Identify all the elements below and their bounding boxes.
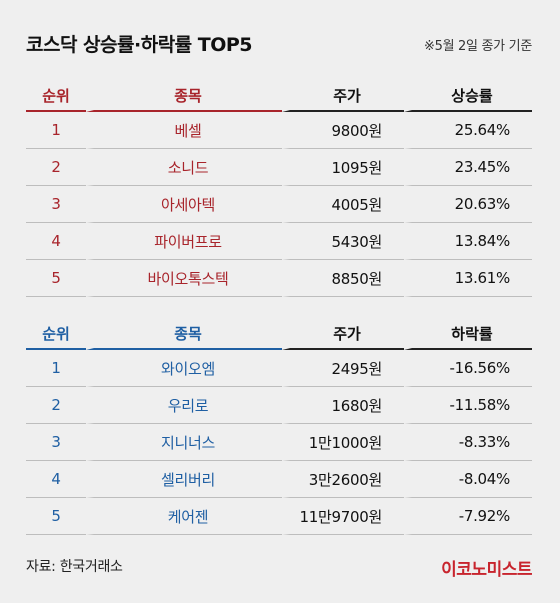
rate-cell: 13.84% <box>404 223 532 260</box>
table-row: 4 셀리버리 3만2600원 -8.04% <box>26 461 532 498</box>
losers-table: 순위 종목 주가 하락률 1 와이오엠 2495원 -16.56% 2 우리로 … <box>26 318 532 535</box>
stock-name-cell: 셀리버리 <box>86 461 282 498</box>
column-header-price: 주가 <box>282 80 404 112</box>
rate-cell: 23.45% <box>404 149 532 186</box>
table-row: 5 바이오톡스텍 8850원 13.61% <box>26 260 532 297</box>
stock-name-cell: 와이오엠 <box>86 350 282 387</box>
column-header-name: 종목 <box>86 80 282 112</box>
brand-logo: 이코노미스트 <box>441 560 532 580</box>
date-note: ※5월 2일 종가 기준 <box>424 39 532 54</box>
column-header-rate: 상승률 <box>404 80 532 112</box>
rank-cell: 2 <box>26 149 86 186</box>
losers-header-row: 순위 종목 주가 하락률 <box>26 318 532 350</box>
gainers-table: 순위 종목 주가 상승률 1 베셀 9800원 25.64% 2 소니드 109… <box>26 80 532 297</box>
price-cell: 3만2600원 <box>282 461 404 498</box>
rank-cell: 1 <box>26 350 86 387</box>
stock-name-cell: 파이버프로 <box>86 223 282 260</box>
stock-name-cell: 베셀 <box>86 112 282 149</box>
table-row: 4 파이버프로 5430원 13.84% <box>26 223 532 260</box>
rate-cell: -16.56% <box>404 350 532 387</box>
price-cell: 9800원 <box>282 112 404 149</box>
rate-cell: 13.61% <box>404 260 532 297</box>
gainers-header-row: 순위 종목 주가 상승률 <box>26 80 532 112</box>
column-header-rate: 하락률 <box>404 318 532 350</box>
rank-cell: 4 <box>26 461 86 498</box>
rank-cell: 5 <box>26 260 86 297</box>
price-cell: 4005원 <box>282 186 404 223</box>
column-header-rank: 순위 <box>26 318 86 350</box>
price-cell: 2495원 <box>282 350 404 387</box>
price-cell: 5430원 <box>282 223 404 260</box>
price-cell: 11만9700원 <box>282 498 404 535</box>
source-note: 자료: 한국거래소 <box>26 559 123 575</box>
rate-cell: -8.33% <box>404 424 532 461</box>
column-header-rank: 순위 <box>26 80 86 112</box>
page-title: 코스닥 상승률·하락률 TOP5 <box>26 34 253 56</box>
table-row: 2 우리로 1680원 -11.58% <box>26 387 532 424</box>
rate-cell: -7.92% <box>404 498 532 535</box>
table-row: 1 와이오엠 2495원 -16.56% <box>26 350 532 387</box>
table-row: 5 케어젠 11만9700원 -7.92% <box>26 498 532 535</box>
rank-cell: 2 <box>26 387 86 424</box>
rate-cell: 25.64% <box>404 112 532 149</box>
stock-name-cell: 아세아텍 <box>86 186 282 223</box>
rate-cell: -11.58% <box>404 387 532 424</box>
rank-cell: 5 <box>26 498 86 535</box>
rank-cell: 4 <box>26 223 86 260</box>
rank-cell: 3 <box>26 186 86 223</box>
rate-cell: -8.04% <box>404 461 532 498</box>
stock-name-cell: 소니드 <box>86 149 282 186</box>
stock-name-cell: 우리로 <box>86 387 282 424</box>
column-header-price: 주가 <box>282 318 404 350</box>
rank-cell: 1 <box>26 112 86 149</box>
rank-cell: 3 <box>26 424 86 461</box>
stock-name-cell: 케어젠 <box>86 498 282 535</box>
table-row: 2 소니드 1095원 23.45% <box>26 149 532 186</box>
column-header-name: 종목 <box>86 318 282 350</box>
price-cell: 1095원 <box>282 149 404 186</box>
price-cell: 1만1000원 <box>282 424 404 461</box>
rate-cell: 20.63% <box>404 186 532 223</box>
stock-name-cell: 지니너스 <box>86 424 282 461</box>
price-cell: 1680원 <box>282 387 404 424</box>
table-row: 1 베셀 9800원 25.64% <box>26 112 532 149</box>
table-row: 3 아세아텍 4005원 20.63% <box>26 186 532 223</box>
stock-name-cell: 바이오톡스텍 <box>86 260 282 297</box>
price-cell: 8850원 <box>282 260 404 297</box>
table-row: 3 지니너스 1만1000원 -8.33% <box>26 424 532 461</box>
